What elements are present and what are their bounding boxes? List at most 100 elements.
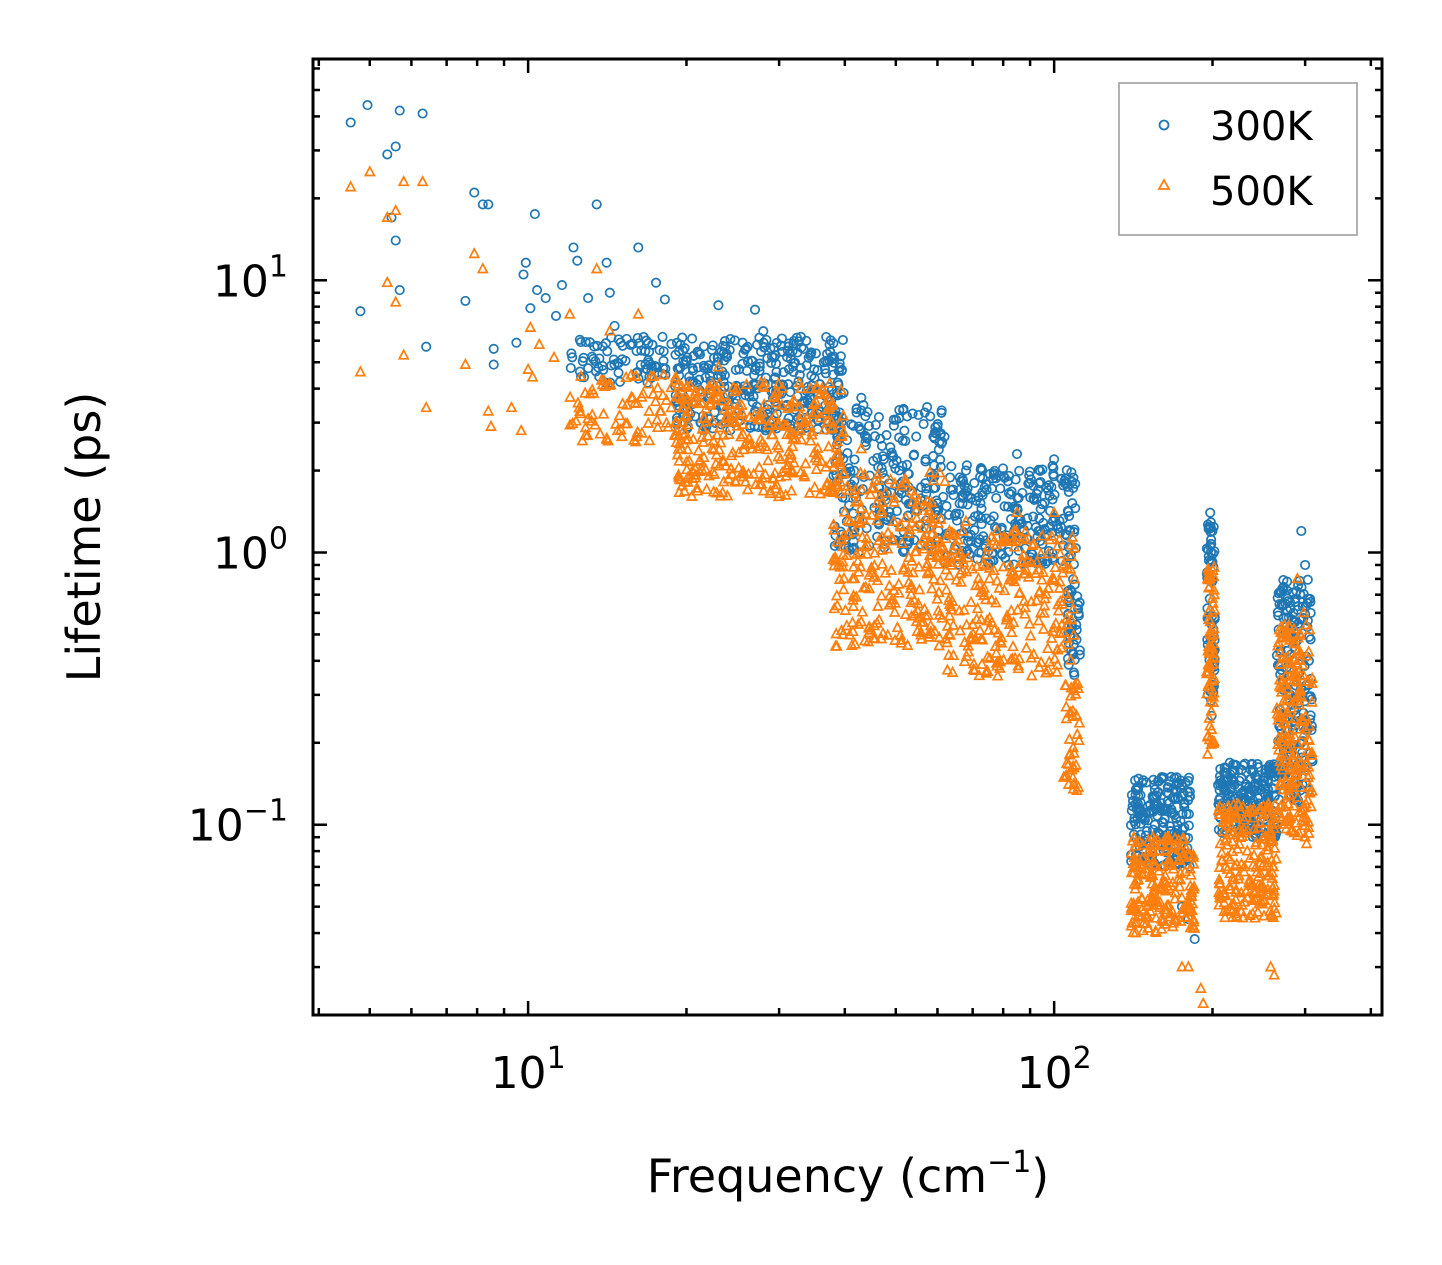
data-point-triangle: [389, 203, 402, 216]
data-point-circle: [566, 348, 577, 359]
data-point-circle: [941, 501, 952, 512]
data-point-triangle: [1061, 631, 1073, 643]
data-point-circle: [565, 362, 576, 374]
data-point-circle: [1157, 816, 1168, 828]
data-point-circle: [1017, 487, 1028, 498]
data-point-triangle: [847, 560, 860, 572]
data-point-circle: [355, 306, 366, 317]
data-point-circle: [1028, 511, 1039, 522]
data-point-triangle: [381, 210, 394, 222]
data-point-circle: [1142, 815, 1153, 826]
data-point-triangle: [1302, 744, 1315, 756]
data-point-triangle: [927, 473, 940, 486]
data-point-triangle: [677, 401, 690, 413]
data-point-triangle: [1280, 822, 1293, 834]
data-point-triangle: [884, 473, 897, 485]
data-point-triangle: [627, 433, 640, 445]
data-point-circle: [824, 339, 835, 350]
data-point-circle: [1035, 465, 1046, 476]
data-point-circle: [694, 374, 705, 385]
data-point-triangle: [1265, 908, 1278, 921]
data-point-triangle: [804, 382, 817, 394]
data-point-circle: [771, 337, 782, 348]
data-point-triangle: [620, 370, 632, 383]
data-point-triangle: [819, 460, 832, 472]
data-point-triangle: [958, 603, 971, 615]
data-point-triangle: [947, 618, 960, 630]
data-point-triangle: [1292, 643, 1305, 655]
data-point-triangle: [869, 473, 882, 485]
data-point-triangle: [1137, 916, 1150, 928]
data-point-triangle: [759, 468, 772, 480]
data-point-triangle: [643, 434, 656, 446]
data-point-triangle: [1290, 722, 1303, 734]
data-point-circle: [525, 303, 536, 314]
data-point-triangle: [1282, 782, 1295, 794]
data-point-circle: [687, 333, 698, 344]
data-point-triangle: [825, 415, 838, 427]
data-point-triangle: [1194, 981, 1207, 993]
data-point-triangle: [660, 393, 673, 405]
data-point-triangle: [889, 633, 901, 645]
data-point-triangle: [879, 486, 892, 498]
data-point-triangle: [1144, 870, 1157, 882]
data-point-triangle: [1140, 907, 1153, 920]
data-point-triangle: [848, 486, 861, 498]
data-point-circle: [1246, 758, 1257, 769]
data-point-triangle: [806, 424, 819, 437]
data-point-circle: [1014, 465, 1025, 476]
data-point-triangle: [526, 370, 539, 382]
data-point-triangle: [962, 645, 975, 657]
data-point-circle: [658, 355, 669, 366]
data-point-circle: [1028, 480, 1039, 491]
data-point-triangle: [960, 618, 973, 630]
data-point-circle: [929, 460, 940, 471]
data-point-triangle: [1068, 777, 1080, 789]
data-point-triangle: [874, 489, 886, 502]
data-point-circle: [659, 294, 670, 305]
data-point-circle: [650, 277, 662, 288]
data-point-triangle: [485, 419, 497, 431]
data-point-triangle: [1284, 759, 1296, 771]
data-point-triangle: [1291, 737, 1304, 749]
data-point-triangle: [1166, 920, 1179, 932]
data-point-triangle: [848, 571, 861, 584]
data-point-triangle: [1291, 790, 1304, 803]
data-point-triangle: [975, 632, 987, 644]
data-point-circle: [918, 418, 929, 430]
data-point-triangle: [794, 381, 807, 394]
data-point-triangle: [1167, 841, 1179, 853]
data-point-triangle: [755, 477, 768, 489]
data-point-triangle: [1036, 529, 1049, 541]
data-point-triangle: [1038, 606, 1051, 618]
data-point-triangle: [744, 437, 757, 449]
data-point-triangle: [579, 386, 592, 398]
data-point-triangle: [757, 484, 770, 496]
data-point-triangle: [793, 376, 806, 388]
data-point-circle: [572, 255, 583, 266]
data-point-circle: [947, 484, 958, 495]
data-point-circle: [783, 338, 794, 349]
data-point-triangle: [940, 583, 953, 595]
data-point-triangle: [1294, 780, 1307, 792]
data-point-triangle: [867, 631, 880, 643]
data-point-triangle: [1071, 727, 1084, 739]
x-tick-base: 10: [1017, 1048, 1073, 1099]
data-point-triangle: [1042, 547, 1055, 559]
data-point-triangle: [1136, 851, 1149, 863]
data-point-triangle: [1060, 700, 1073, 712]
data-point-triangle: [699, 462, 712, 475]
data-point-circle: [960, 465, 972, 476]
data-point-circle: [1163, 782, 1174, 793]
data-point-triangle: [903, 523, 916, 535]
data-point-triangle: [1204, 572, 1217, 584]
data-point-triangle: [1008, 540, 1021, 552]
data-point-circle: [1159, 813, 1170, 825]
data-point-triangle: [835, 532, 848, 545]
data-point-triangle: [923, 503, 936, 515]
data-point-triangle: [1300, 837, 1313, 849]
data-point-triangle: [691, 481, 703, 493]
data-point-triangle: [1279, 669, 1292, 681]
data-point-triangle: [1271, 639, 1284, 651]
data-point-triangle: [642, 416, 655, 428]
